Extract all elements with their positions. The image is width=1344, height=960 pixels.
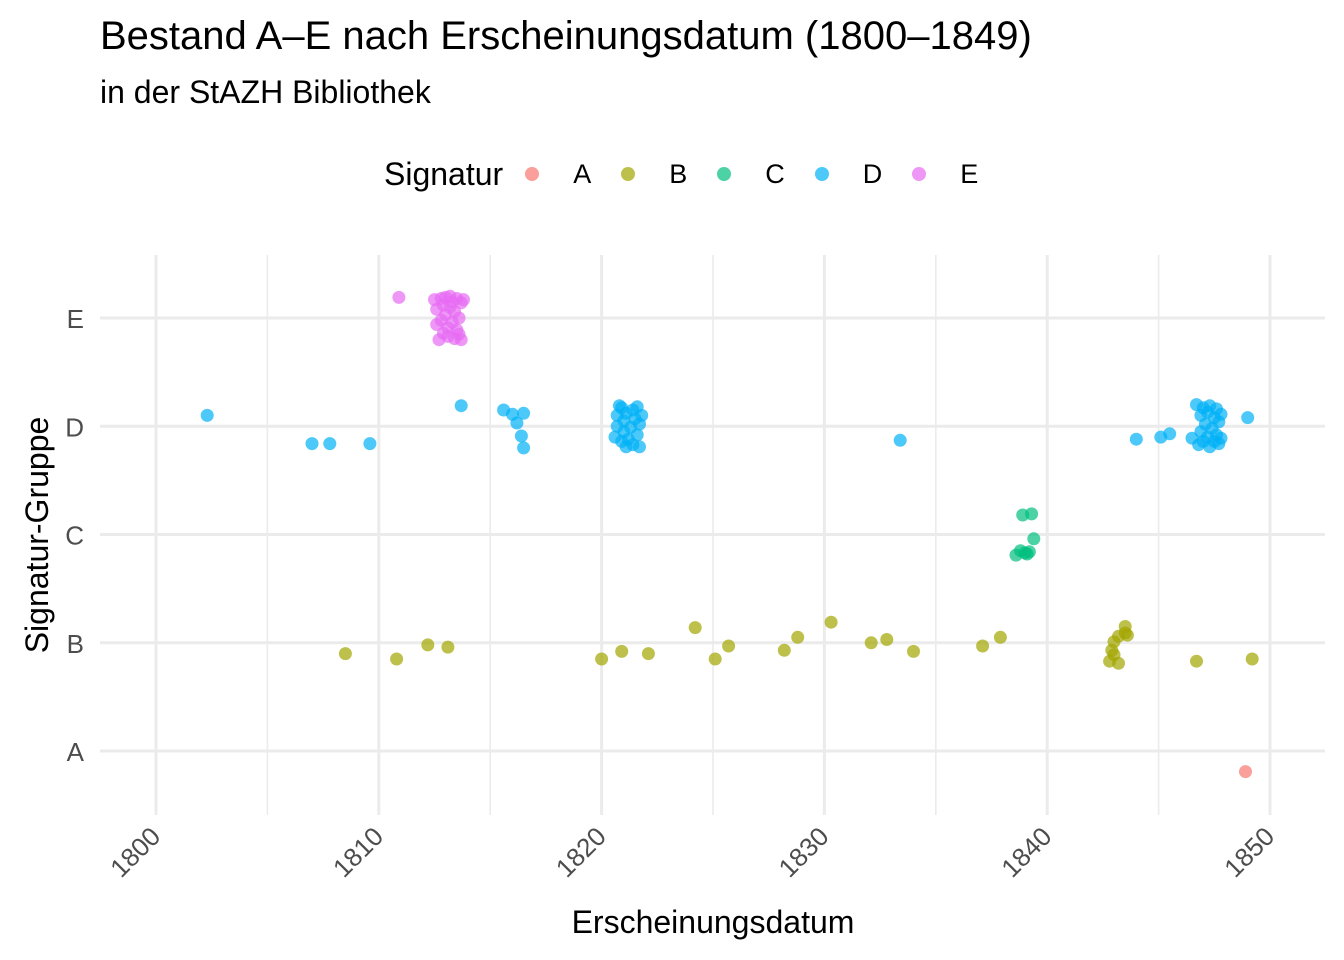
point-d [893,433,907,447]
point-d [633,440,646,454]
legend: Signatur A B C D E [384,154,1008,194]
legend-key-d [814,167,829,181]
point-e [454,333,468,347]
y-tick-label: A [67,737,85,767]
y-tick-label: C [65,521,84,551]
point-e [457,293,470,307]
point-d [1241,411,1255,425]
point-e [452,311,466,325]
point-b [976,639,990,653]
point-b [880,633,894,646]
x-tick-label: 1830 [773,821,835,883]
point-b [338,647,352,661]
point-d [200,408,214,422]
point-b [791,630,805,644]
point-d [305,437,319,451]
point-b [1120,628,1134,642]
legend-label-d: D [862,158,883,189]
point-b [1190,654,1203,668]
x-axis-label: Erscheinungsdatum [572,904,855,940]
legend-key-c [717,167,732,181]
point-b [441,640,455,654]
point-b [615,644,629,658]
point-b [421,638,435,652]
point-d [517,441,531,455]
point-b [864,636,878,650]
point-d [363,437,377,451]
y-tick-labels: A B C D E [65,304,84,767]
chart-title: Bestand A–E nach Erscheinungsdatum (1800… [100,14,1032,58]
point-b [722,639,736,653]
point-d [1163,427,1177,441]
point-a [1239,765,1252,779]
legend-title: Signatur [384,155,504,192]
y-tick-label: E [67,304,84,334]
point-c [1025,507,1039,521]
gridlines [100,255,1325,815]
point-d [635,408,649,422]
legend-key-b [621,167,636,181]
point-d [1214,407,1228,421]
legend-item-c: C [717,159,785,190]
point-b [390,652,404,666]
legend-label-c: C [765,158,785,189]
point-d [630,428,644,442]
legend-label-e: E [960,158,979,189]
point-d [323,437,337,451]
point-d [454,399,468,413]
point-b [688,621,702,635]
point-d [514,429,528,443]
x-tick-label: 1800 [104,821,166,883]
y-tick-label: D [65,412,84,442]
legend-key-a [525,167,540,181]
point-b [708,652,722,666]
point-e [392,290,406,304]
point-c [1022,545,1036,559]
point-b [824,615,838,629]
point-b [1245,652,1259,666]
x-tick-label: 1850 [1218,821,1280,883]
x-tick-label: 1820 [550,821,612,883]
legend-item-d: D [814,158,883,190]
point-d [1129,432,1143,446]
legend-label-a: A [573,158,592,189]
chart-subtitle: in der StAZH Bibliothek [100,74,431,110]
point-b [907,644,920,658]
point-b [641,647,655,661]
x-tick-label: 1810 [327,821,389,883]
point-d [510,416,524,430]
y-axis-label: Signatur-Gruppe [19,417,55,654]
y-tick-label: B [67,629,84,659]
point-b [595,652,609,666]
point-d [517,406,531,420]
legend-item-e: E [912,159,978,190]
legend-key-e [912,167,927,181]
data-points [200,289,1259,779]
point-b [1112,656,1125,670]
legend-item-a: A [525,159,591,190]
legend-label-b: B [669,158,688,189]
legend-item-b: B [621,159,687,190]
point-b [993,630,1007,644]
point-d [1214,431,1228,445]
point-b [777,643,791,657]
x-tick-labels: 1800 1810 1820 1830 1840 1850 [104,821,1280,883]
x-tick-label: 1840 [995,821,1057,883]
point-c [1027,532,1041,546]
